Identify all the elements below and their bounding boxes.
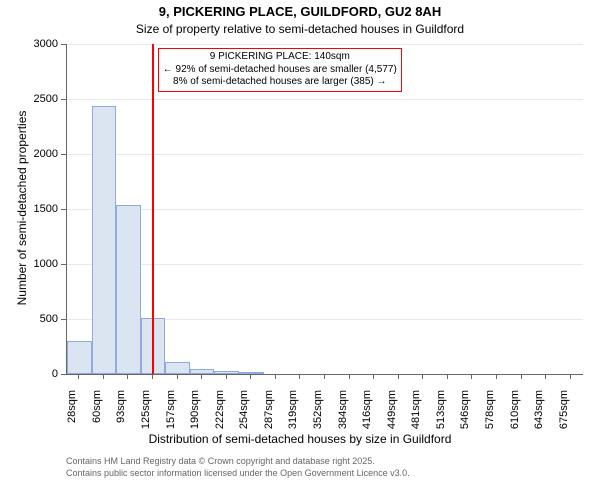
xtick-mark (398, 374, 399, 379)
gridline (67, 264, 583, 265)
xtick-label: 416sqm (361, 390, 373, 440)
ytick-label: 0 (26, 368, 58, 380)
histogram-bar (214, 371, 239, 374)
ytick-mark (61, 99, 66, 100)
ytick-label: 3000 (26, 38, 58, 50)
ytick-mark (61, 209, 66, 210)
histogram-bar (116, 205, 141, 374)
gridline (67, 209, 583, 210)
ytick-mark (61, 44, 66, 45)
xtick-mark (250, 374, 251, 379)
xtick-mark (521, 374, 522, 379)
xtick-label: 481sqm (410, 390, 422, 440)
attribution-line2: Contains public sector information licen… (66, 468, 410, 478)
xtick-mark (545, 374, 546, 379)
xtick-label: 93sqm (115, 390, 127, 440)
xtick-mark (226, 374, 227, 379)
attribution-text: Contains HM Land Registry data © Crown c… (66, 456, 410, 479)
xtick-label: 60sqm (91, 390, 103, 440)
histogram-bar (165, 362, 190, 374)
xtick-label: 513sqm (435, 390, 447, 440)
ytick-label: 2000 (26, 148, 58, 160)
xtick-label: 190sqm (189, 390, 201, 440)
xtick-mark (373, 374, 374, 379)
xtick-mark (103, 374, 104, 379)
histogram-bar (67, 341, 92, 374)
xtick-mark (496, 374, 497, 379)
xtick-mark (201, 374, 202, 379)
xtick-label: 449sqm (386, 390, 398, 440)
xtick-label: 352sqm (312, 390, 324, 440)
ytick-mark (61, 319, 66, 320)
attribution-line1: Contains HM Land Registry data © Crown c… (66, 456, 375, 466)
ytick-mark (61, 154, 66, 155)
chart-title-line2: Size of property relative to semi-detach… (0, 22, 600, 36)
xtick-label: 125sqm (140, 390, 152, 440)
annotation-line: ← 92% of semi-detached houses are smalle… (163, 64, 397, 77)
ytick-label: 2500 (26, 93, 58, 105)
xtick-mark (422, 374, 423, 379)
plot-area: 9 PICKERING PLACE: 140sqm← 92% of semi-d… (66, 44, 583, 375)
xtick-label: 287sqm (263, 390, 275, 440)
xtick-label: 643sqm (533, 390, 545, 440)
ytick-label: 1500 (26, 203, 58, 215)
xtick-mark (570, 374, 571, 379)
xtick-label: 546sqm (459, 390, 471, 440)
xtick-mark (324, 374, 325, 379)
annotation-line: 9 PICKERING PLACE: 140sqm (163, 51, 397, 64)
xtick-label: 319sqm (287, 390, 299, 440)
xtick-mark (152, 374, 153, 379)
ytick-label: 500 (26, 313, 58, 325)
histogram-bar (239, 372, 264, 374)
xtick-mark (447, 374, 448, 379)
chart-container: 9, PICKERING PLACE, GUILDFORD, GU2 8AH S… (0, 0, 600, 500)
xtick-mark (127, 374, 128, 379)
xtick-mark (78, 374, 79, 379)
histogram-bar (92, 106, 117, 374)
ytick-label: 1000 (26, 258, 58, 270)
xtick-label: 157sqm (165, 390, 177, 440)
gridline (67, 99, 583, 100)
gridline (67, 44, 583, 45)
xtick-mark (471, 374, 472, 379)
xtick-label: 675sqm (558, 390, 570, 440)
reference-line (152, 44, 154, 374)
xtick-label: 384sqm (337, 390, 349, 440)
xtick-label: 578sqm (484, 390, 496, 440)
xtick-mark (275, 374, 276, 379)
xtick-mark (299, 374, 300, 379)
annotation-line: 8% of semi-detached houses are larger (3… (163, 76, 397, 89)
ytick-mark (61, 374, 66, 375)
xtick-label: 610sqm (509, 390, 521, 440)
xtick-label: 222sqm (214, 390, 226, 440)
xtick-label: 28sqm (66, 390, 78, 440)
gridline (67, 154, 583, 155)
chart-title-line1: 9, PICKERING PLACE, GUILDFORD, GU2 8AH (0, 4, 600, 19)
xtick-label: 254sqm (238, 390, 250, 440)
ytick-mark (61, 264, 66, 265)
annotation-box: 9 PICKERING PLACE: 140sqm← 92% of semi-d… (158, 48, 402, 92)
xtick-mark (177, 374, 178, 379)
xtick-mark (349, 374, 350, 379)
